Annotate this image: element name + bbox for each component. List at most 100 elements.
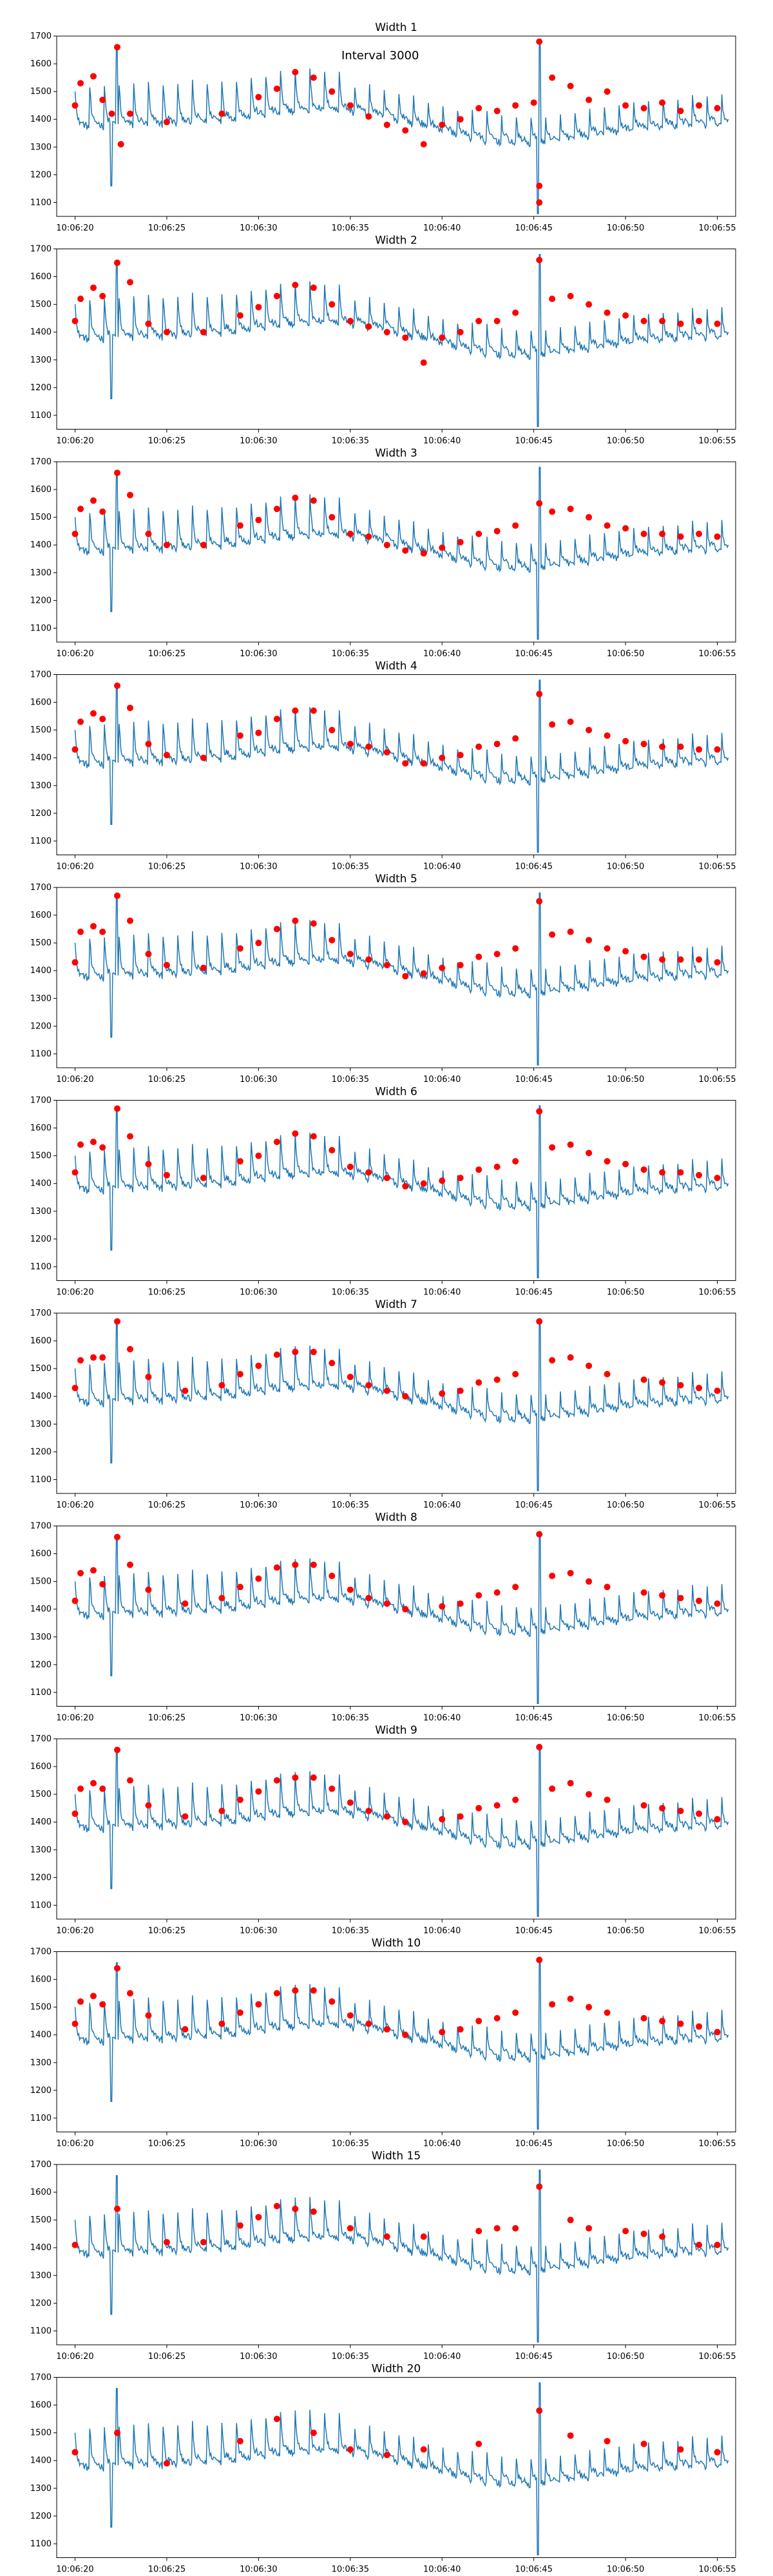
y-tick-label: 1600 xyxy=(30,1336,52,1346)
peak-marker xyxy=(677,1382,684,1388)
x-tick-label: 10:06:20 xyxy=(56,2565,93,2575)
peak-marker xyxy=(457,2026,464,2033)
peak-marker xyxy=(329,301,336,308)
peak-marker xyxy=(292,1774,299,1781)
peak-marker xyxy=(310,1561,317,1568)
peak-marker xyxy=(586,1791,593,1798)
peak-marker xyxy=(493,951,501,958)
peak-marker xyxy=(640,105,647,111)
y-tick-label: 1200 xyxy=(30,2298,52,2308)
x-tick-label: 10:06:55 xyxy=(698,437,736,446)
peak-marker xyxy=(402,1819,409,1826)
peak-marker xyxy=(475,2018,482,2025)
peak-marker xyxy=(114,1105,121,1112)
peak-marker xyxy=(126,705,133,712)
peak-marker xyxy=(549,1785,556,1792)
axes-frame xyxy=(56,1951,736,2132)
subplot-1: Width 1 1100 1200 1300 1400 1500 1600 1700 10:06… xyxy=(30,21,736,233)
peak-marker xyxy=(145,951,152,958)
peak-marker xyxy=(365,1595,372,1602)
peak-marker xyxy=(200,328,207,336)
peak-marker xyxy=(200,964,207,971)
peak-marker xyxy=(182,1813,189,1820)
peak-marker xyxy=(536,1743,543,1750)
peak-marker xyxy=(329,514,336,521)
y-tick-label: 1500 xyxy=(30,2215,52,2225)
y-tick-label: 1600 xyxy=(30,2188,52,2197)
x-tick-label: 10:06:55 xyxy=(698,862,736,872)
x-tick-label: 10:06:40 xyxy=(423,1075,461,1084)
peak-marker xyxy=(402,547,409,554)
signal-line xyxy=(74,254,729,427)
subplot-8: Width 8 1100 1200 1300 1400 1500 1600 1700 10:06… xyxy=(30,1511,736,1723)
x-tick-label: 10:06:55 xyxy=(698,649,736,659)
peak-marker xyxy=(604,1370,611,1378)
x-tick-label: 10:06:35 xyxy=(332,1714,369,1723)
peak-marker xyxy=(586,2003,593,2011)
peak-marker xyxy=(72,1169,79,1176)
peak-marker xyxy=(236,522,243,529)
peak-marker xyxy=(512,1158,519,1165)
y-tick-label: 1200 xyxy=(30,1235,52,1244)
peak-marker xyxy=(567,506,574,513)
peak-marker xyxy=(549,1573,556,1580)
peak-marker xyxy=(329,1359,336,1367)
peak-marker xyxy=(77,1998,84,2005)
x-tick-label: 10:06:55 xyxy=(698,1926,736,1936)
peak-marker xyxy=(90,923,97,930)
peak-marker xyxy=(292,2205,299,2212)
y-tick-label: 1400 xyxy=(30,540,52,550)
peak-marker xyxy=(310,1133,317,1140)
peak-marker xyxy=(383,749,390,756)
peak-marker xyxy=(475,953,482,960)
subplot-title: Width 3 xyxy=(375,447,417,460)
peak-marker xyxy=(126,1346,133,1352)
peak-marker xyxy=(163,2239,170,2246)
x-tick-label: 10:06:50 xyxy=(607,437,644,446)
signal-line xyxy=(74,2382,729,2555)
peak-marker xyxy=(457,116,464,123)
x-tick-label: 10:06:25 xyxy=(148,437,186,446)
peak-marker xyxy=(493,1589,501,1596)
x-tick-label: 10:06:25 xyxy=(148,1075,186,1084)
peak-marker xyxy=(567,1354,574,1361)
axes-frame xyxy=(56,1312,736,1494)
x-tick-label: 10:06:30 xyxy=(240,1288,277,1298)
peak-marker xyxy=(99,508,106,515)
peak-marker xyxy=(659,1169,666,1176)
peak-marker xyxy=(182,2026,189,2033)
peak-marker xyxy=(457,961,464,969)
peak-marker xyxy=(439,1390,446,1397)
peak-marker xyxy=(549,74,556,81)
peak-marker xyxy=(549,508,556,515)
peak-marker xyxy=(536,1108,543,1115)
x-tick-label: 10:06:45 xyxy=(515,2139,552,2149)
peak-marker xyxy=(604,1796,611,1803)
y-tick-label: 1600 xyxy=(30,485,52,495)
peak-marker xyxy=(72,1597,79,1604)
peak-marker xyxy=(439,1177,446,1184)
x-tick-label: 10:06:40 xyxy=(423,1501,461,1510)
peak-marker xyxy=(126,1990,133,1997)
peak-marker xyxy=(604,2009,611,2016)
x-tick-label: 10:06:55 xyxy=(698,1288,736,1298)
peak-marker xyxy=(475,105,482,111)
peak-marker xyxy=(329,88,336,95)
y-tick-label: 1700 xyxy=(30,1522,52,1531)
x-tick-label: 10:06:45 xyxy=(515,1288,552,1298)
peak-marker xyxy=(696,102,703,109)
peak-marker xyxy=(536,1956,543,1964)
peak-marker xyxy=(347,951,354,958)
y-tick-label: 1700 xyxy=(30,670,52,680)
peak-marker xyxy=(236,312,243,319)
peak-marker xyxy=(383,2452,390,2459)
peak-marker xyxy=(640,2014,647,2022)
peak-marker xyxy=(677,108,684,115)
peak-marker xyxy=(439,1603,446,1610)
y-tick-label: 1200 xyxy=(30,1447,52,1457)
peak-marker xyxy=(439,121,446,128)
peak-marker xyxy=(365,1169,372,1176)
peak-marker xyxy=(536,898,543,905)
peak-marker xyxy=(512,309,519,316)
peak-marker xyxy=(567,292,574,299)
